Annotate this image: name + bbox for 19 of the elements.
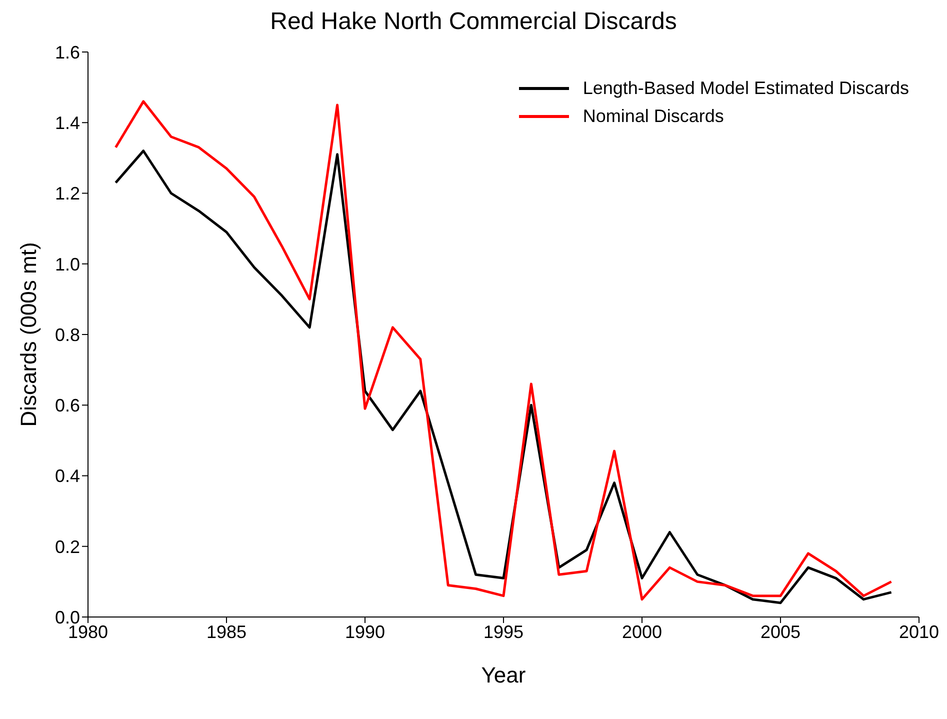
- x-tick-label: 2005: [760, 622, 801, 642]
- x-axis-title: Year: [481, 662, 526, 688]
- x-tick-label: 2000: [622, 622, 662, 642]
- chart-title: Red Hake North Commercial Discards: [269, 8, 678, 37]
- x-tick-label: 1990: [344, 622, 386, 642]
- x-tick-label: 1985: [206, 622, 247, 642]
- y-tick-label: 1.4: [54, 113, 80, 134]
- y-tick-label: 0.4: [54, 466, 80, 486]
- y-tick-label: 1.0: [54, 254, 80, 274]
- y-axis-title: Discards (000s mt): [16, 242, 41, 427]
- legend-label: Nominal Discards: [582, 106, 724, 126]
- x-tick-label: 2010: [898, 622, 940, 642]
- x-tick-label: 1995: [483, 622, 524, 642]
- y-tick-label: 0.8: [54, 324, 80, 345]
- legend-label: Length-Based Model Estimated Discards: [582, 78, 909, 98]
- y-tick-label: 0.2: [54, 536, 80, 557]
- y-tick-label: 1.2: [54, 184, 80, 204]
- y-tick-label: 0.6: [54, 396, 80, 416]
- y-tick-label: 1.6: [54, 42, 80, 62]
